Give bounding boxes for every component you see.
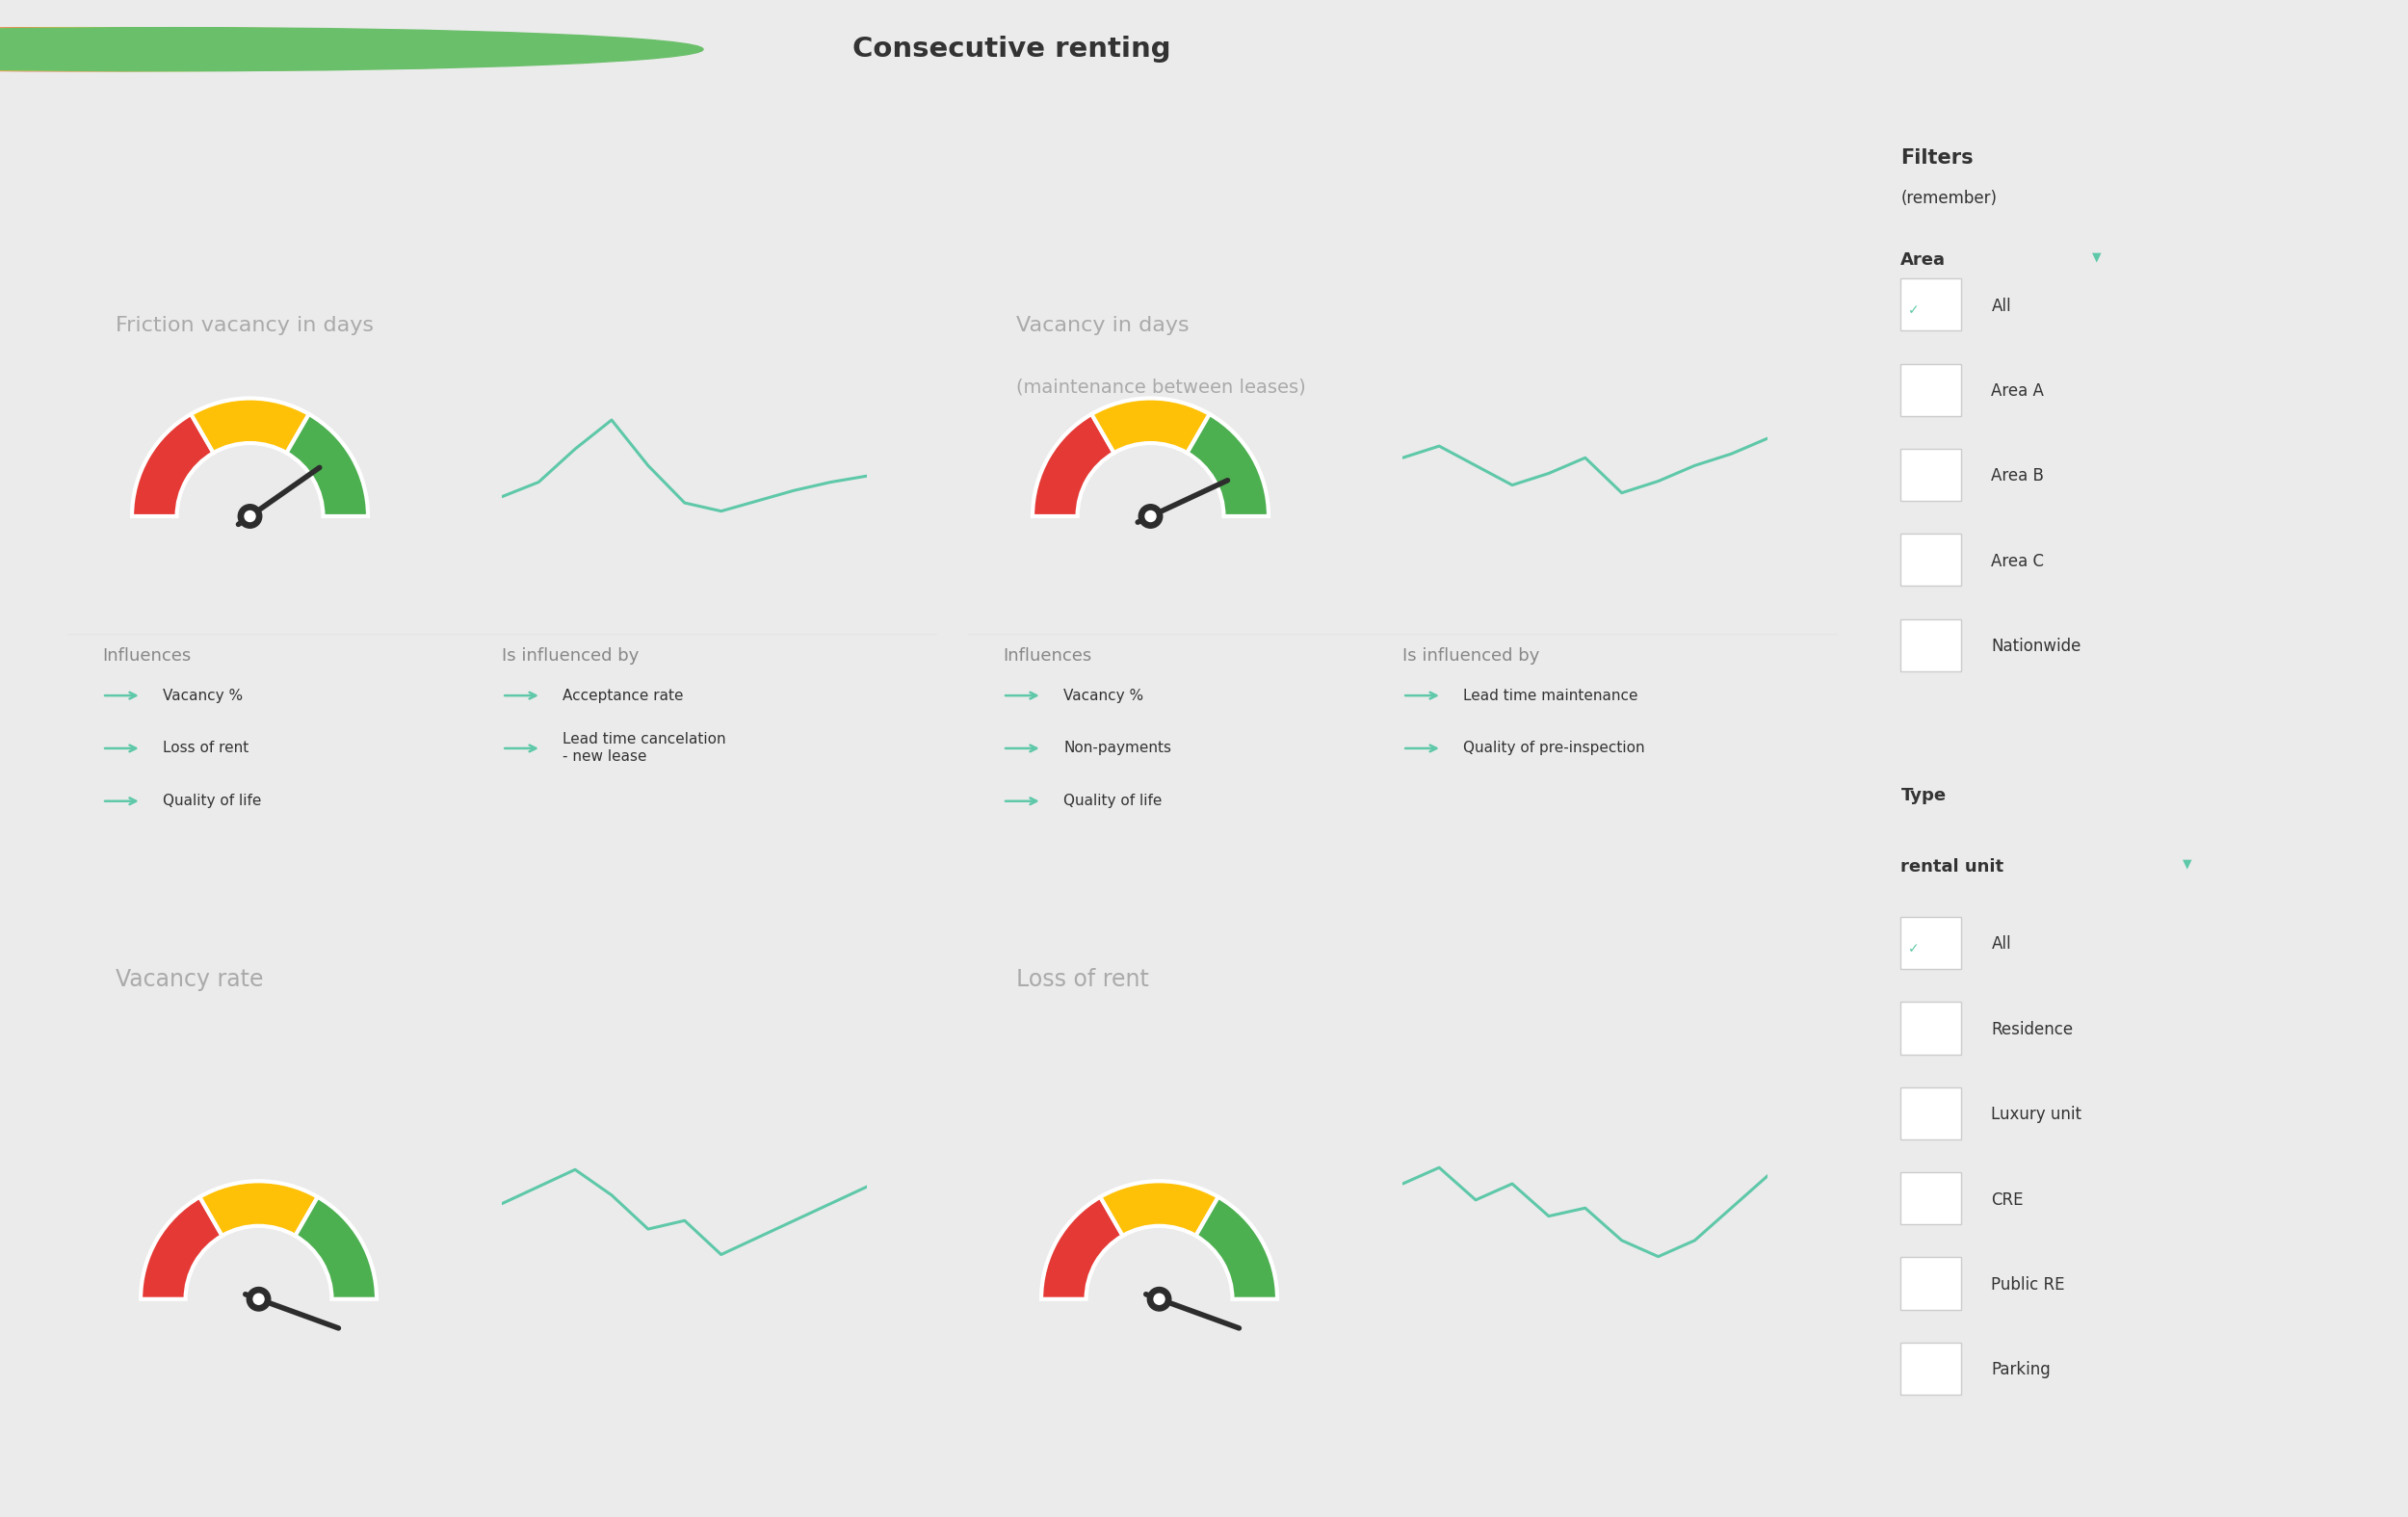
FancyBboxPatch shape — [1900, 449, 1960, 501]
Text: ✓: ✓ — [1907, 942, 1919, 956]
FancyBboxPatch shape — [1900, 364, 1960, 416]
Text: Influences: Influences — [101, 648, 190, 664]
FancyBboxPatch shape — [1900, 1173, 1960, 1224]
FancyBboxPatch shape — [1900, 279, 1960, 331]
Circle shape — [246, 511, 255, 522]
Text: Quality of pre-inspection: Quality of pre-inspection — [1464, 742, 1645, 755]
Wedge shape — [1040, 1197, 1122, 1299]
Text: Area: Area — [1900, 250, 1946, 269]
Wedge shape — [190, 399, 308, 454]
Text: Friction vacancy in days: Friction vacancy in days — [116, 316, 373, 335]
Wedge shape — [1033, 414, 1115, 516]
Text: Nationwide: Nationwide — [1991, 637, 2081, 655]
FancyBboxPatch shape — [1900, 1003, 1960, 1054]
Text: Vacancy %: Vacancy % — [1064, 689, 1144, 702]
Text: Loss of rent: Loss of rent — [1016, 968, 1149, 991]
Circle shape — [1139, 505, 1163, 528]
FancyBboxPatch shape — [1900, 1258, 1960, 1309]
Text: Quality of life: Quality of life — [1064, 793, 1163, 809]
Text: Acceptance rate: Acceptance rate — [563, 689, 684, 702]
Text: Is influenced by: Is influenced by — [1401, 648, 1539, 664]
Circle shape — [1149, 1288, 1170, 1311]
FancyBboxPatch shape — [1900, 619, 1960, 671]
Circle shape — [0, 27, 703, 71]
Text: Lead time cancelation
- new lease: Lead time cancelation - new lease — [563, 733, 727, 765]
Wedge shape — [296, 1197, 376, 1299]
Text: Area A: Area A — [1991, 382, 2044, 400]
Text: Quality of life: Quality of life — [164, 793, 262, 809]
Wedge shape — [140, 1197, 222, 1299]
FancyBboxPatch shape — [1900, 1088, 1960, 1139]
Text: Lead time maintenance: Lead time maintenance — [1464, 689, 1637, 702]
Circle shape — [248, 1288, 270, 1311]
Text: Influences: Influences — [1002, 648, 1091, 664]
Circle shape — [1146, 511, 1156, 522]
Text: Vacancy %: Vacancy % — [164, 689, 243, 702]
Circle shape — [0, 27, 607, 71]
FancyBboxPatch shape — [1900, 916, 1960, 969]
Circle shape — [0, 27, 655, 71]
Text: (remember): (remember) — [1900, 190, 1996, 206]
Text: Parking: Parking — [1991, 1361, 2052, 1379]
Text: Public RE: Public RE — [1991, 1276, 2066, 1294]
Wedge shape — [200, 1182, 318, 1236]
Text: rental unit: rental unit — [1900, 859, 2003, 875]
Wedge shape — [287, 414, 368, 516]
Text: Loss of rent: Loss of rent — [164, 742, 248, 755]
Text: ▼: ▼ — [2093, 250, 2102, 264]
Text: ▼: ▼ — [2182, 859, 2191, 871]
Circle shape — [1153, 1294, 1165, 1305]
Text: Luxury unit: Luxury unit — [1991, 1106, 2083, 1123]
FancyBboxPatch shape — [1900, 1343, 1960, 1394]
Circle shape — [238, 505, 262, 528]
Text: Non-payments: Non-payments — [1064, 742, 1173, 755]
Text: Type: Type — [1900, 786, 1946, 804]
Wedge shape — [1100, 1182, 1218, 1236]
Text: All: All — [1991, 297, 2011, 314]
Text: CRE: CRE — [1991, 1191, 2023, 1209]
Text: All: All — [1991, 936, 2011, 953]
Wedge shape — [1091, 399, 1209, 454]
Text: Filters: Filters — [1900, 149, 1975, 167]
Text: (maintenance between leases): (maintenance between leases) — [1016, 378, 1305, 396]
Text: Is influenced by: Is influenced by — [503, 648, 638, 664]
Text: Vacancy rate: Vacancy rate — [116, 968, 262, 991]
Text: Consecutive renting: Consecutive renting — [852, 36, 1170, 62]
Text: Vacancy in days: Vacancy in days — [1016, 316, 1190, 335]
Circle shape — [253, 1294, 265, 1305]
Text: Residence: Residence — [1991, 1021, 2073, 1038]
Text: Area B: Area B — [1991, 467, 2044, 485]
Text: Area C: Area C — [1991, 552, 2044, 570]
Wedge shape — [1197, 1197, 1276, 1299]
Wedge shape — [1187, 414, 1269, 516]
Wedge shape — [132, 414, 214, 516]
FancyBboxPatch shape — [1900, 534, 1960, 586]
Text: ✓: ✓ — [1907, 303, 1919, 317]
